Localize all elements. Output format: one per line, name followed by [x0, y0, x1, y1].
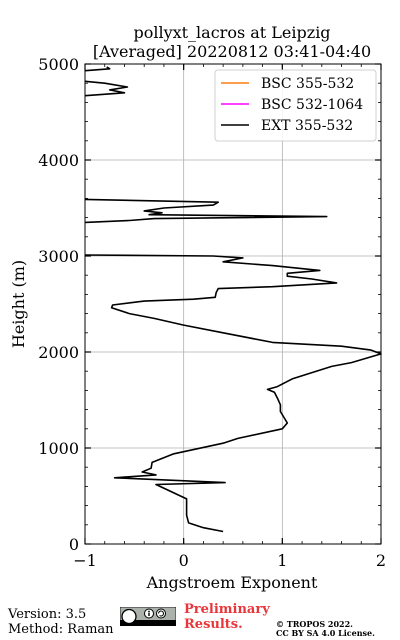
- legend-label: EXT 355-532: [261, 118, 353, 134]
- preliminary-results-note: Preliminary Results.: [184, 602, 270, 632]
- y-tick-label: 3000: [38, 247, 79, 266]
- y-tick-label: 1000: [38, 439, 79, 458]
- version-text: Version: 3.5: [8, 607, 87, 622]
- copyright-line-1: © TROPOS 2022.: [276, 619, 353, 629]
- x-axis-label: Angstroem Exponent: [146, 573, 318, 592]
- preliminary-line-2: Results.: [184, 617, 243, 632]
- chart-subtitle: [Averaged] 20220812 03:41-04:40: [93, 42, 371, 61]
- y-tick-label: 4000: [38, 151, 79, 170]
- series-line-segment-4: [84, 80, 129, 97]
- copyright-line-2: CC BY SA 4.0 License.: [276, 628, 375, 638]
- x-tick-label: 1: [277, 551, 287, 570]
- y-tick-label: 2000: [38, 343, 79, 362]
- y-axis-label: Height (m): [9, 260, 28, 348]
- x-tick-label: 0: [179, 551, 189, 570]
- legend-label: BSC 532-1064: [261, 97, 363, 113]
- legend-box: [214, 69, 377, 142]
- chart-title: pollyxt_lacros at Leipzig: [133, 23, 330, 42]
- profile-curves: [84, 66, 382, 533]
- y-tick-label: 5000: [38, 55, 79, 74]
- y-tick-label: 0: [69, 535, 79, 554]
- x-tick-label: 2: [376, 551, 386, 570]
- series-line-segment-3: [84, 198, 328, 224]
- legend: BSC 355-532 BSC 532-1064 EXT 355-532: [214, 69, 377, 142]
- preliminary-line-1: Preliminary: [184, 602, 270, 617]
- copyright-note: © TROPOS 2022. CC BY SA 4.0 License.: [276, 620, 375, 638]
- x-tick-label: −1: [73, 551, 97, 570]
- method-text: Method: Raman: [8, 622, 114, 637]
- plot-frame: [84, 63, 382, 545]
- legend-label: BSC 355-532: [261, 76, 354, 92]
- series-line-segment-5: [84, 66, 111, 72]
- series-line-ext-355-532: [84, 254, 382, 533]
- cc-license-badge-icon: [120, 607, 176, 626]
